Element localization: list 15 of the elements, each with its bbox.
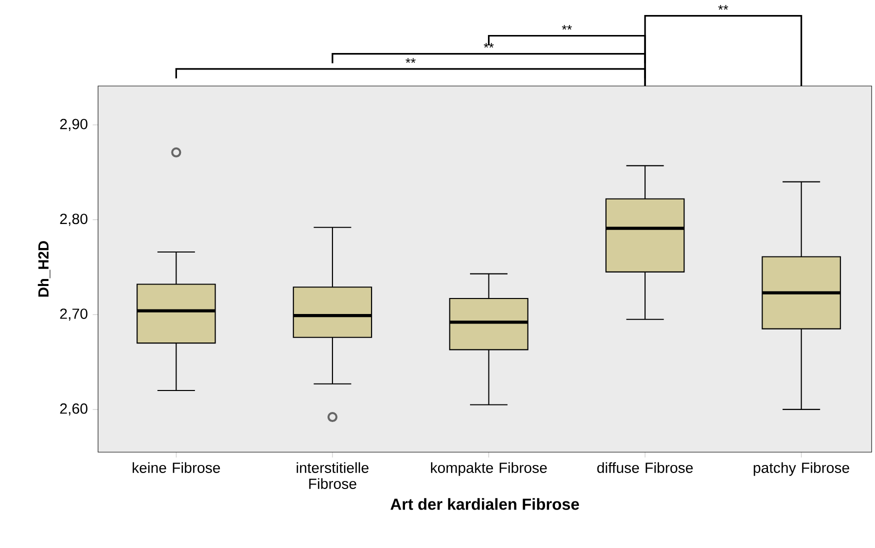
text: **: [562, 24, 572, 30]
y-tick-label: 2,60: [60, 403, 88, 416]
y-tick-label: 2,70: [60, 308, 88, 321]
y-axis-title: Dh_H2D: [38, 241, 50, 297]
x-tick-label: diffuse Fibrose: [597, 462, 693, 473]
x-tick-label: kompakte Fibrose: [431, 462, 547, 476]
x-tick-label: interstitielle Fibrose: [296, 462, 369, 489]
text: **: [718, 4, 728, 10]
x-axis-title: Art der kardialen Fibrose: [390, 498, 580, 510]
text: **: [484, 42, 494, 48]
x-tick-label: patchy Fibrose: [754, 462, 850, 476]
x-tick-label: keine Fibrose: [132, 462, 220, 473]
y-tick-label: 2,90: [60, 118, 88, 131]
text: **: [406, 58, 416, 63]
y-tick-label: 2,80: [60, 214, 88, 226]
